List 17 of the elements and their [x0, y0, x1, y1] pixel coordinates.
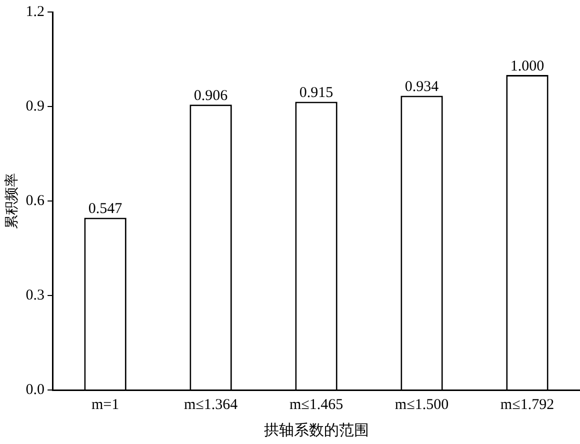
x-tick-label: m≤1.792	[500, 396, 554, 413]
y-tick-label: 0.9	[26, 98, 45, 114]
y-tick-label: 0.0	[26, 382, 45, 398]
y-tick-label: 1.2	[26, 4, 45, 20]
y-tick-label: 0.6	[26, 192, 46, 209]
y-tick-label: 0.3	[26, 287, 45, 304]
data-label: 0.934	[404, 79, 440, 96]
y-axis-title: 累积频率	[4, 173, 20, 229]
data-label: 0.906	[194, 88, 228, 104]
x-axis-title: 拱轴系数的范围	[264, 422, 369, 439]
data-label: 0.547	[88, 201, 123, 218]
data-label: 0.915	[299, 85, 334, 102]
x-tick-label: m=1	[91, 396, 120, 413]
data-label: 1.000	[510, 58, 544, 74]
x-tick-label: m≤1.465	[289, 396, 344, 413]
x-tick-label: m≤1.500	[394, 396, 449, 413]
x-tick-label: m≤1.364	[184, 396, 238, 413]
